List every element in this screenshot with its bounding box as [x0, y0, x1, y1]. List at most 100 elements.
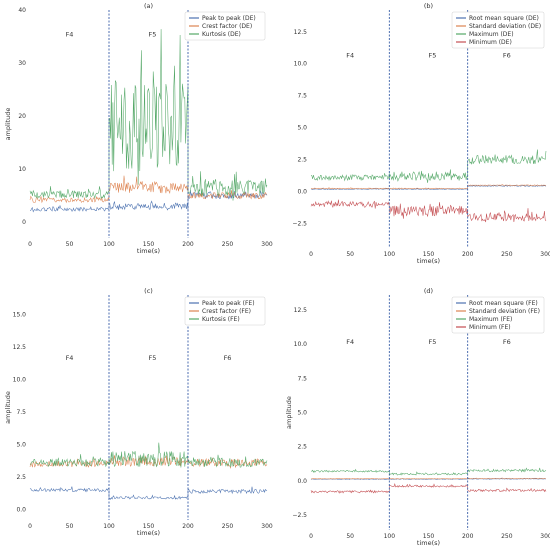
series-line-3	[310, 199, 547, 223]
y-axis-label: amplitude	[4, 108, 12, 141]
chart-title: (b)	[424, 2, 433, 10]
x-tick-label: 50	[66, 241, 74, 248]
region-label: F6	[224, 354, 232, 362]
series-line-2	[310, 467, 547, 477]
x-tick-label: 100	[384, 533, 396, 540]
legend-entry: Peak to peak (FE)	[202, 300, 255, 307]
region-label: F4	[66, 354, 74, 362]
legend-box	[184, 11, 266, 41]
x-tick-label: 300	[261, 523, 273, 530]
x-tick-label: 250	[222, 241, 234, 248]
x-tick-label: 50	[66, 523, 74, 530]
legend-entry: Kurtosis (FE)	[202, 316, 240, 323]
legend: Peak to peak (DE)Crest factor (DE)Kurtos…	[184, 11, 266, 41]
y-tick-label: −2.5	[292, 512, 307, 519]
x-tick-label: 100	[384, 251, 396, 258]
series-line-0	[29, 486, 268, 500]
legend-entry: Minimum (FE)	[469, 324, 511, 331]
legend: Peak to peak (FE)Crest factor (FE)Kurtos…	[184, 296, 266, 326]
x-tick-label: 200	[182, 523, 194, 530]
legend-entry: Minimum (DE)	[469, 39, 512, 46]
y-tick-label: 7.5	[297, 93, 307, 100]
series-line-1	[310, 477, 547, 480]
legend: Root mean square (FE)Standard deviation …	[451, 296, 545, 334]
x-axis-label: time(s)	[417, 539, 440, 546]
x-tick-label: 0	[28, 241, 32, 248]
y-tick-label: 10.0	[13, 377, 27, 384]
y-axis-label: amplitude	[4, 391, 12, 424]
chart-panel-0: (a) 0 50 100 150 200 250 300 0 10 20 30 40 time(s) amp…	[4, 2, 273, 255]
region-label: F4	[66, 31, 74, 39]
y-tick-label: 12.5	[294, 29, 308, 36]
legend-entry: Standard deviation (DE)	[469, 23, 541, 30]
x-tick-label: 300	[540, 533, 550, 540]
y-axis-label: amplitude	[285, 396, 293, 429]
legend-box	[451, 11, 545, 49]
legend-box	[184, 296, 266, 326]
y-tick-label: 12.5	[13, 344, 27, 351]
x-tick-label: 200	[462, 251, 474, 258]
y-tick-label: 15.0	[13, 312, 27, 319]
y-tick-label: 2.5	[297, 157, 307, 164]
y-tick-label: 0.0	[16, 507, 26, 514]
region-label: F5	[428, 51, 436, 59]
chart-panel-2: (c) 0 50 100 150 200 250 300 0.0 2.5 5.0 7.5 10.0 12.…	[4, 287, 273, 537]
legend: Root mean square (DE)Standard deviation …	[451, 11, 545, 49]
region-label: F6	[503, 338, 511, 346]
region-label: F5	[149, 354, 157, 362]
x-axis-label: time(s)	[417, 257, 440, 265]
region-label: F4	[346, 51, 354, 59]
legend-entry: Peak to peak (DE)	[202, 15, 256, 22]
legend-entry: Root mean square (DE)	[469, 15, 539, 22]
chart-panel-3: (d) 0 50 100 150 200 250 300 −2.5 0.0 2.5 5.0 7.5 10.…	[285, 287, 550, 547]
y-tick-label: 2.5	[16, 474, 26, 481]
x-tick-label: 0	[28, 523, 32, 530]
chart-title: (d)	[424, 287, 433, 295]
legend-entry: Maximum (DE)	[469, 31, 514, 38]
region-label: F6	[503, 51, 511, 59]
x-tick-label: 150	[423, 251, 435, 258]
legend-entry: Kurtosis (DE)	[202, 31, 241, 38]
y-tick-label: 10.0	[294, 341, 308, 348]
x-tick-label: 150	[143, 241, 155, 248]
x-tick-label: 300	[261, 241, 273, 248]
series-line-3	[310, 483, 547, 494]
series-line-0	[29, 190, 268, 213]
series-line-0	[311, 184, 547, 190]
x-tick-label: 200	[462, 533, 474, 540]
x-tick-label: 150	[143, 523, 155, 530]
x-tick-label: 250	[222, 523, 234, 530]
y-tick-label: −2.5	[292, 221, 307, 228]
y-tick-label: 30	[18, 60, 26, 67]
chart-title: (c)	[144, 287, 153, 295]
y-tick-label: 5.0	[16, 442, 26, 449]
x-tick-label: 0	[309, 251, 313, 258]
region-label: F5	[149, 31, 157, 39]
legend-entry: Maximum (FE)	[469, 316, 512, 323]
y-tick-label: 5.0	[297, 125, 307, 132]
legend-entry: Crest factor (DE)	[202, 23, 252, 30]
x-tick-label: 100	[103, 241, 115, 248]
y-tick-label: 0.0	[297, 478, 307, 485]
region-label: F4	[346, 338, 354, 346]
y-tick-label: 20	[18, 113, 26, 120]
y-tick-label: 7.5	[16, 409, 26, 416]
x-tick-label: 300	[540, 251, 550, 258]
chart-panel-1: (b) 0 50 100 150 200 250 300 −2.5 0.0 2.5 5.0 7.5 10.…	[292, 2, 550, 265]
x-tick-label: 0	[309, 533, 313, 540]
x-tick-label: 250	[501, 533, 513, 540]
legend-entry: Standard deviation (FE)	[469, 308, 540, 315]
y-tick-label: 12.5	[294, 307, 308, 314]
chart-title: (a)	[144, 2, 153, 10]
y-tick-label: 40	[18, 7, 26, 14]
x-tick-label: 50	[346, 251, 354, 258]
legend-entry: Crest factor (FE)	[202, 308, 251, 315]
y-tick-label: 0	[22, 219, 26, 226]
series-line-2	[29, 442, 268, 468]
y-tick-label: 10.0	[294, 61, 308, 68]
x-axis-label: time(s)	[137, 529, 160, 537]
series-line-1	[310, 184, 547, 190]
x-tick-label: 150	[423, 533, 435, 540]
y-tick-label: 5.0	[297, 410, 307, 417]
legend-box	[451, 296, 545, 334]
